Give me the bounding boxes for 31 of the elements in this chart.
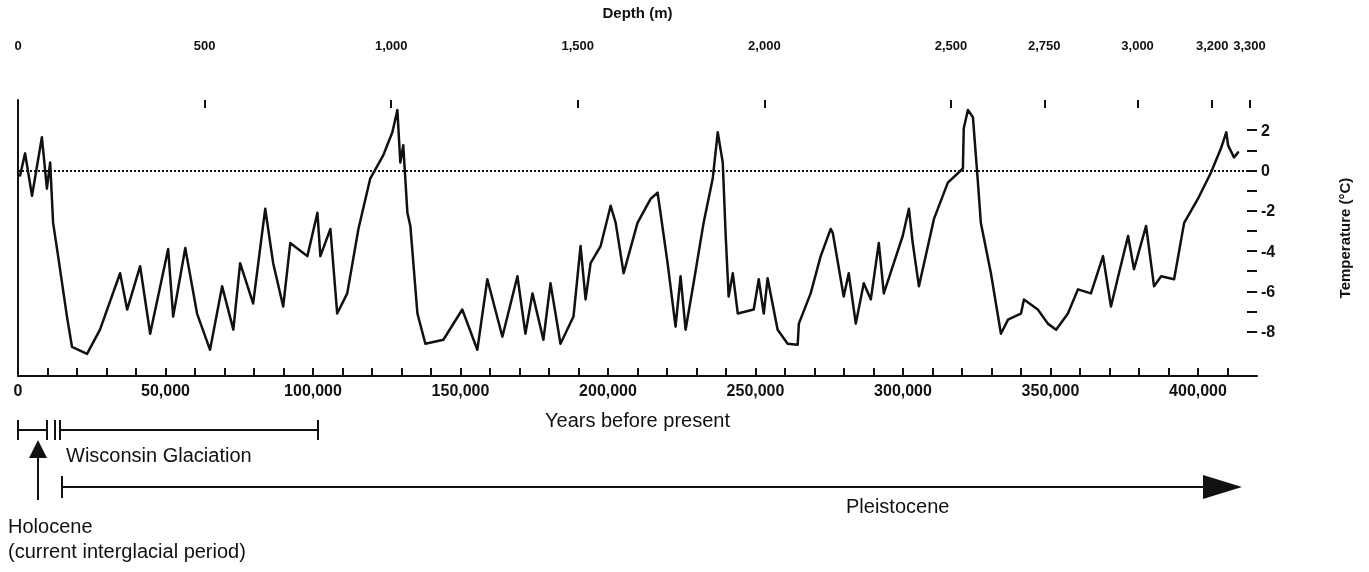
x2-tick-label: 2,750 xyxy=(1028,38,1061,53)
y-tick-label: -2 xyxy=(1261,202,1276,220)
x-tick-label: 50,000 xyxy=(141,381,191,399)
y-tick-label: -4 xyxy=(1261,242,1276,260)
y-axis-title: Temperature (°C) xyxy=(1336,177,1353,299)
y-tick-label: 0 xyxy=(1261,162,1270,180)
text: Wisconsin Glaciation xyxy=(66,443,252,468)
x-axis-title: Years before present xyxy=(545,409,731,431)
x2-tick-label: 0 xyxy=(14,38,22,53)
x2-tick-label: 2,000 xyxy=(748,38,781,53)
x-tick-label: 400,000 xyxy=(1169,381,1228,399)
x-tick-label: 250,000 xyxy=(726,381,785,399)
x2-tick-label: 1,500 xyxy=(561,38,595,53)
x-tick-label: 0 xyxy=(13,381,23,399)
text: Pleistocene xyxy=(846,494,950,519)
x2-tick-label: 500 xyxy=(193,38,216,53)
x-tick-label: 100,000 xyxy=(284,381,343,399)
x-tick-label: 150,000 xyxy=(431,381,490,399)
x2-tick-label: 3,000 xyxy=(1121,38,1154,53)
y-tick-label: -8 xyxy=(1261,323,1276,341)
y-tick-label: -6 xyxy=(1261,282,1276,300)
x-tick-label: 350,000 xyxy=(1021,381,1080,399)
x2-tick-label: 2,500 xyxy=(934,38,968,53)
x2-axis-title: Depth (m) xyxy=(602,4,673,21)
x-tick-label: 200,000 xyxy=(579,381,638,399)
x2-tick-label: 3,200 xyxy=(1195,38,1229,53)
text: Holocene (current interglacial period) xyxy=(8,514,246,564)
x2-tick-label: 1,000 xyxy=(374,38,408,53)
y-tick-label: 2 xyxy=(1261,121,1270,139)
x-tick-label: 300,000 xyxy=(874,381,933,399)
x2-tick-label: 3,300 xyxy=(1233,38,1266,53)
